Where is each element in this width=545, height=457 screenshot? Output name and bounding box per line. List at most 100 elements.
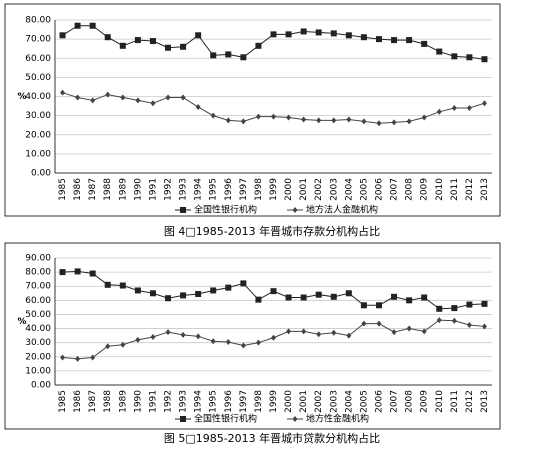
y-tick-label: 30.00 xyxy=(25,338,51,348)
point-marker xyxy=(345,290,352,297)
point-marker xyxy=(255,113,261,120)
x-tick-label: 1999 xyxy=(269,178,279,201)
point-marker xyxy=(286,328,292,335)
point-marker xyxy=(59,32,66,39)
x-tick-label: 2005 xyxy=(359,390,369,413)
point-marker xyxy=(240,342,246,349)
point-marker xyxy=(270,288,277,295)
point-marker xyxy=(375,36,382,43)
y-axis-label: % xyxy=(17,317,26,327)
x-tick-label: 1995 xyxy=(209,390,219,413)
x-tick-label: 1986 xyxy=(73,390,83,413)
x-tick-label: 2009 xyxy=(420,178,430,201)
x-tick-label: 1987 xyxy=(88,390,98,413)
point-marker xyxy=(346,116,352,123)
point-marker xyxy=(360,34,367,41)
point-marker xyxy=(406,325,412,332)
point-marker xyxy=(285,294,292,301)
point-marker xyxy=(451,104,457,111)
x-tick-label: 1995 xyxy=(209,178,219,201)
point-marker xyxy=(255,296,262,303)
x-tick-label: 1998 xyxy=(254,390,264,413)
y-tick-label: 0.00 xyxy=(31,169,51,179)
y-tick-label: 70.00 xyxy=(25,35,51,45)
y-tick-label: 60.00 xyxy=(25,296,51,306)
point-marker xyxy=(90,354,96,361)
x-tick-label: 1996 xyxy=(224,390,234,413)
caption: 图 4□1985-2013 年晋城市存款分机构占比 xyxy=(164,224,380,238)
point-marker xyxy=(75,94,81,101)
point-marker xyxy=(120,94,126,101)
point-marker xyxy=(255,42,262,49)
point-marker xyxy=(436,305,443,312)
point-marker xyxy=(301,116,307,123)
point-marker xyxy=(331,329,337,336)
point-marker xyxy=(361,320,367,327)
point-marker xyxy=(300,28,307,35)
x-tick-label: 2002 xyxy=(314,178,324,201)
series-line xyxy=(62,25,485,60)
x-tick-label: 2004 xyxy=(344,178,354,201)
point-marker xyxy=(331,117,337,124)
point-marker xyxy=(436,108,442,115)
point-marker xyxy=(74,22,81,29)
point-marker xyxy=(406,118,412,125)
x-tick-label: 2001 xyxy=(299,178,309,201)
point-marker xyxy=(104,34,111,41)
x-tick-label: 1994 xyxy=(194,390,204,413)
point-marker xyxy=(149,38,156,45)
point-marker xyxy=(270,31,277,38)
point-marker xyxy=(225,117,231,124)
x-tick-label: 2005 xyxy=(359,178,369,201)
x-tick-label: 1994 xyxy=(194,178,204,201)
point-marker xyxy=(451,317,457,324)
x-tick-label: 2008 xyxy=(405,390,415,413)
legend-label: 全国性银行机构 xyxy=(194,413,257,425)
point-marker xyxy=(330,30,337,37)
x-tick-label: 1989 xyxy=(118,390,128,413)
point-marker xyxy=(466,301,473,308)
x-tick-label: 2011 xyxy=(450,178,460,201)
legend-label: 地方性金融机构 xyxy=(306,413,369,425)
y-tick-label: 60.00 xyxy=(25,54,51,64)
point-marker xyxy=(89,22,96,29)
x-tick-label: 2010 xyxy=(435,390,445,413)
point-marker xyxy=(391,329,397,336)
y-tick-label: 0.00 xyxy=(31,381,51,391)
x-tick-label: 1985 xyxy=(58,390,68,413)
point-marker xyxy=(436,317,442,324)
point-marker xyxy=(240,118,246,125)
x-tick-label: 2012 xyxy=(465,390,475,413)
point-marker xyxy=(345,32,352,39)
point-marker xyxy=(119,42,126,49)
y-tick-label: 90.00 xyxy=(25,254,51,264)
point-marker xyxy=(150,334,156,341)
x-tick-label: 1987 xyxy=(88,178,98,201)
y-tick-label: 20.00 xyxy=(25,130,51,140)
point-marker xyxy=(346,332,352,339)
x-tick-label: 1985 xyxy=(58,178,68,201)
chart-frame xyxy=(4,3,501,217)
x-tick-label: 1988 xyxy=(103,390,113,413)
point-marker xyxy=(210,287,217,294)
point-marker xyxy=(149,290,156,297)
point-marker xyxy=(421,114,427,121)
point-marker xyxy=(466,322,472,329)
point-marker xyxy=(301,328,307,335)
point-marker xyxy=(195,333,201,340)
x-tick-label: 1986 xyxy=(73,178,83,201)
point-marker xyxy=(436,48,443,55)
y-tick-label: 40.00 xyxy=(25,324,51,334)
legend-label: 地方法人金融机构 xyxy=(306,204,378,216)
x-tick-label: 2001 xyxy=(299,390,309,413)
legend-marker xyxy=(180,207,186,213)
point-marker xyxy=(104,281,111,288)
point-marker xyxy=(210,338,216,345)
x-tick-label: 1996 xyxy=(224,178,234,201)
x-tick-label: 2012 xyxy=(465,178,475,201)
x-tick-label: 1992 xyxy=(164,390,174,413)
point-marker xyxy=(375,302,382,309)
x-tick-label: 2006 xyxy=(374,390,384,413)
point-marker xyxy=(286,114,292,121)
